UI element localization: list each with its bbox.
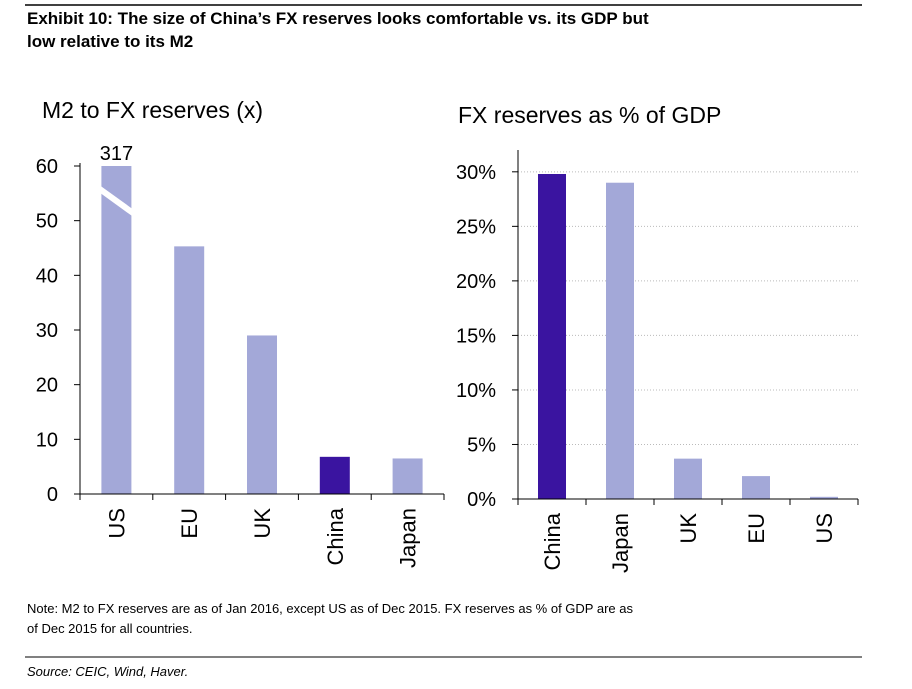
value-label: 317 bbox=[100, 143, 133, 165]
y-tick-label: 30% bbox=[456, 162, 496, 184]
bar bbox=[101, 166, 132, 494]
y-tick-label: 40 bbox=[36, 265, 58, 287]
bar bbox=[810, 496, 838, 499]
bar bbox=[606, 182, 634, 499]
bar bbox=[392, 458, 423, 494]
note: Note: M2 to FX reserves are as of Jan 20… bbox=[27, 601, 633, 616]
x-tick-label: Japan bbox=[396, 508, 421, 568]
axis-break bbox=[96, 185, 137, 217]
exhibit-title: Exhibit 10: The size of China’s FX reser… bbox=[27, 9, 649, 28]
bar bbox=[674, 458, 702, 499]
y-tick-label: 10% bbox=[456, 380, 496, 402]
bar bbox=[319, 456, 350, 494]
chart-title: M2 to FX reserves (x) bbox=[42, 97, 263, 123]
y-tick-label: 20 bbox=[36, 375, 58, 397]
x-tick-label: UK bbox=[250, 508, 275, 539]
y-tick-label: 5% bbox=[467, 434, 496, 456]
x-tick-label: UK bbox=[676, 513, 701, 544]
source: Source: CEIC, Wind, Haver. bbox=[27, 664, 188, 679]
bar bbox=[538, 173, 566, 499]
y-tick-label: 10 bbox=[36, 429, 58, 451]
y-tick-label: 60 bbox=[36, 156, 58, 178]
y-tick-label: 20% bbox=[456, 271, 496, 293]
exhibit-title: low relative to its M2 bbox=[27, 32, 193, 51]
chart-title: FX reserves as % of GDP bbox=[458, 102, 721, 128]
x-tick-label: EU bbox=[177, 508, 202, 539]
y-tick-label: 0% bbox=[467, 489, 496, 511]
x-tick-label: China bbox=[540, 512, 565, 570]
y-tick-label: 25% bbox=[456, 216, 496, 238]
x-tick-label: US bbox=[104, 508, 129, 539]
y-tick-label: 15% bbox=[456, 325, 496, 347]
bar bbox=[742, 476, 770, 499]
y-tick-label: 0 bbox=[47, 484, 58, 506]
x-tick-label: EU bbox=[744, 513, 769, 544]
note: of Dec 2015 for all countries. bbox=[27, 621, 192, 636]
x-tick-label: China bbox=[323, 507, 348, 565]
bar bbox=[247, 335, 277, 494]
x-tick-label: US bbox=[812, 513, 837, 544]
bar bbox=[174, 246, 205, 494]
y-tick-label: 30 bbox=[36, 320, 58, 342]
y-tick-label: 50 bbox=[36, 211, 58, 233]
x-tick-label: Japan bbox=[608, 513, 633, 573]
